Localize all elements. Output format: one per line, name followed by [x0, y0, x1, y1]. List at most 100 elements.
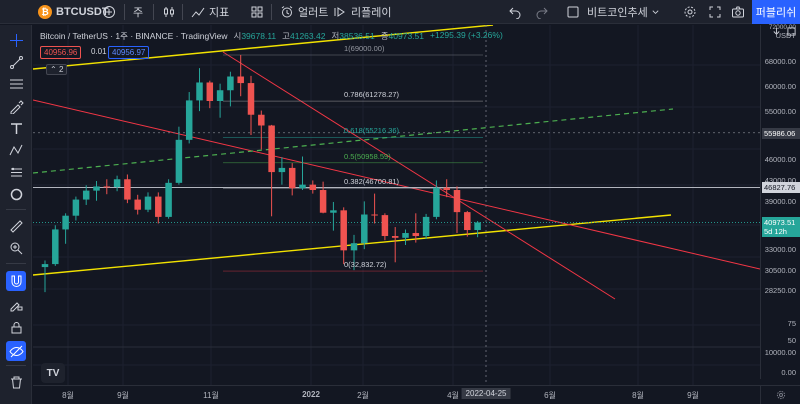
candle-body — [402, 233, 409, 238]
candle-body — [185, 100, 193, 140]
layout-name: 비트코인추세 — [587, 7, 648, 19]
redo-button[interactable] — [535, 0, 549, 24]
candles-layer — [41, 55, 481, 293]
chart-pane[interactable]: Bitcoin / TetherUS · 1주 · BINANCE · Trad… — [33, 25, 760, 404]
fullscreen-button[interactable] — [708, 0, 722, 24]
layout-name-button[interactable]: 비트코인추세 — [587, 0, 660, 24]
snapshot-button[interactable] — [731, 0, 745, 24]
candle-body — [103, 186, 111, 188]
alert-button[interactable]: 얼러트 — [280, 0, 328, 24]
trendline-tool[interactable] — [8, 54, 24, 70]
publish-button[interactable]: 퍼블리쉬 — [752, 0, 800, 24]
pattern-tool[interactable] — [8, 142, 24, 158]
bar-countdown: 5d 12h — [764, 227, 787, 237]
settings-button[interactable] — [683, 0, 697, 24]
ruler-icon — [9, 219, 23, 233]
candle-body — [443, 187, 450, 191]
level-price-tag: 46827.76 — [762, 182, 800, 194]
text-tool[interactable] — [8, 120, 24, 136]
add-circle-icon — [103, 6, 115, 18]
indicators-button[interactable]: 지표 — [191, 0, 229, 24]
candle-body — [196, 82, 203, 101]
replay-icon — [334, 7, 345, 17]
candle-body — [134, 199, 141, 210]
candle-body — [82, 190, 90, 200]
divider — [124, 4, 125, 20]
time-label: 6월 — [544, 391, 556, 400]
fullscreen-icon — [709, 6, 721, 18]
maximize-icon[interactable] — [787, 27, 796, 36]
price-label: 75 — [787, 319, 796, 328]
lock-drawings-tool[interactable] — [8, 319, 24, 335]
fib-tool[interactable] — [8, 76, 24, 92]
candle-body — [62, 215, 69, 230]
time-scale[interactable]: 8월 9월 11월 2022 2월 4월 6월 8월 9월 2022-04-25 — [33, 385, 760, 404]
chart-type-button[interactable] — [162, 0, 176, 24]
high-value: 41263.42 — [289, 31, 326, 41]
compare-symbol-button[interactable] — [102, 0, 116, 24]
candle-body — [309, 184, 317, 191]
interval-button[interactable]: 주 — [133, 7, 144, 19]
price-chart[interactable] — [33, 25, 760, 385]
layout-toggle-button[interactable] — [566, 0, 580, 24]
trendline-icon — [9, 55, 23, 69]
candle-body — [165, 182, 172, 217]
resistance-trendline — [33, 99, 760, 270]
time-label: 9월 — [117, 391, 129, 400]
candle-body — [453, 190, 461, 213]
scale-settings-button[interactable] — [760, 385, 800, 404]
crosshair-tool[interactable] — [8, 32, 24, 48]
time-label: 8월 — [632, 391, 644, 400]
last-price: 40973.51 — [764, 218, 796, 228]
camera-icon — [732, 6, 744, 18]
candle-body — [433, 187, 440, 217]
brush-tool[interactable] — [8, 98, 24, 114]
remove-drawings-tool[interactable] — [8, 374, 24, 390]
pattern-icon — [9, 144, 22, 155]
candle-body — [216, 90, 224, 101]
candle-body — [124, 179, 131, 200]
prediction-tool[interactable] — [8, 164, 24, 180]
close-key: 종 — [380, 31, 389, 41]
sell-button[interactable]: 40956.96 — [40, 46, 82, 59]
gear-icon — [776, 390, 785, 400]
fib-level-label: 0.618(55216.36) — [344, 126, 400, 136]
fib-level-label: 0.5(50958.59) — [344, 151, 391, 161]
candle-body — [381, 215, 389, 237]
price-scale[interactable]: 72000.00 USDT 68000.0060000.0055000.0051… — [760, 24, 800, 379]
bitcoin-logo-icon: ₿ — [38, 5, 52, 19]
redo-icon — [536, 7, 548, 19]
candle-body — [412, 233, 420, 237]
hide-drawings-tool[interactable] — [6, 341, 26, 361]
replay-button[interactable]: 리플레이 — [333, 0, 391, 24]
magnet-tool[interactable] — [6, 271, 26, 291]
indicator-collapse-button[interactable]: ⌃ 2 — [46, 64, 68, 75]
chevron-down-icon — [652, 9, 659, 14]
price-label: 60000.00 — [764, 82, 796, 91]
shape-tool[interactable] — [8, 186, 24, 202]
layout-grid-button[interactable] — [250, 0, 264, 24]
channel-upper-line — [33, 25, 494, 70]
candle-body — [330, 210, 337, 213]
indicators-label: 지표 — [209, 7, 230, 19]
buy-button[interactable]: 40956.97 — [108, 46, 150, 59]
undo-button[interactable] — [508, 0, 522, 24]
candle-body — [350, 243, 358, 251]
candle-body — [371, 214, 378, 216]
stay-drawing-tool[interactable] — [8, 296, 24, 312]
trash-icon — [10, 376, 22, 388]
zoom-tool[interactable] — [8, 240, 24, 256]
measure-tool[interactable] — [8, 218, 24, 234]
gear-icon — [684, 6, 696, 18]
arrow-down-icon[interactable] — [772, 27, 781, 36]
candle-body — [93, 186, 100, 191]
tradingview-logo[interactable]: TV — [41, 363, 65, 383]
grid — [33, 25, 760, 385]
candle-body — [340, 210, 347, 251]
candle-body — [474, 222, 481, 231]
candle-body — [52, 229, 59, 265]
chart-legend: Bitcoin / TetherUS · 1주 · BINANCE · Trad… — [40, 30, 503, 42]
square-icon — [567, 6, 579, 18]
symbol-search-button[interactable]: ₿ BTCUSDT — [38, 0, 109, 24]
candle-body — [464, 212, 471, 231]
